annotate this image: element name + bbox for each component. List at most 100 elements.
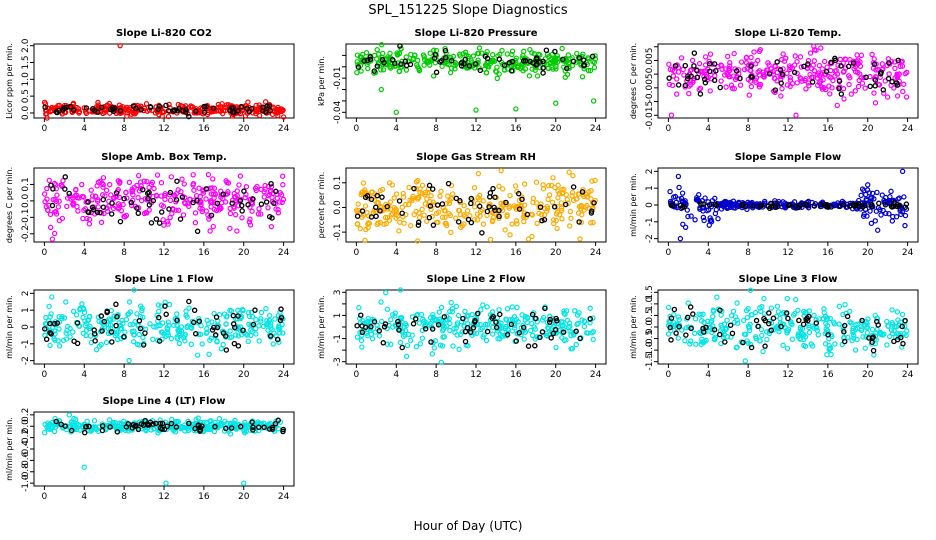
data-point-alt: [671, 306, 678, 313]
data-point-alt: [455, 219, 462, 225]
data-point-alt: [258, 201, 265, 207]
x-tick-label: 0: [42, 370, 48, 380]
data-point: [816, 62, 823, 69]
data-point-alt: [99, 427, 106, 434]
y-tick-label: 0.0: [21, 106, 31, 121]
data-point-alt: [156, 103, 163, 110]
data-point: [447, 212, 454, 219]
data-point: [150, 336, 156, 343]
data-point: [396, 50, 403, 57]
data-point-alt: [501, 62, 508, 69]
data-point: [439, 63, 445, 70]
data-point-alt: [355, 64, 362, 70]
data-point-alt: [668, 337, 674, 343]
data-point: [403, 353, 410, 360]
data-point: [275, 206, 281, 213]
data-point: [792, 53, 798, 59]
data-point: [49, 320, 55, 327]
data-point-alt: [190, 319, 197, 326]
data-point: [393, 208, 399, 215]
data-point-alt: [691, 63, 697, 69]
data-point-alt: [240, 327, 246, 334]
data-point-alt: [687, 304, 694, 310]
data-point-alt: [477, 67, 484, 74]
data-point: [854, 60, 860, 67]
outlier-point: [126, 357, 132, 364]
data-point: [496, 183, 502, 189]
data-point: [438, 304, 445, 311]
data-point-alt: [667, 324, 673, 331]
y-tick-label: -1: [21, 339, 31, 348]
data-point: [126, 299, 133, 305]
data-point-alt: [770, 315, 777, 321]
data-point: [82, 206, 89, 212]
data-point: [168, 174, 175, 180]
data-point: [511, 322, 518, 329]
data-point: [414, 238, 421, 244]
data-point: [236, 182, 242, 188]
data-point-alt: [415, 222, 422, 228]
data-point: [363, 50, 370, 56]
data-point: [793, 296, 799, 303]
data-point: [225, 180, 232, 186]
data-point-alt: [422, 326, 429, 332]
data-point: [182, 200, 188, 207]
data-point-alt: [587, 316, 593, 322]
data-point: [580, 51, 586, 57]
data-point: [378, 67, 384, 73]
data-point-alt: [381, 324, 388, 330]
data-point-alt: [570, 58, 577, 65]
data-point: [570, 172, 576, 179]
data-point-alt: [109, 339, 115, 345]
outlier-point: [899, 168, 906, 175]
data-point-alt: [750, 203, 756, 209]
data-point: [826, 346, 833, 352]
data-point: [254, 183, 260, 190]
data-point: [686, 90, 692, 97]
data-point: [138, 197, 145, 204]
data-point: [808, 341, 815, 347]
data-point: [79, 193, 85, 200]
data-point: [712, 334, 719, 340]
data-point: [665, 331, 672, 337]
data-point: [122, 427, 129, 434]
data-point: [383, 289, 389, 296]
data-point: [889, 218, 896, 224]
data-point-alt: [484, 328, 491, 335]
data-point: [530, 195, 537, 202]
data-point: [590, 219, 596, 226]
data-point-alt: [668, 202, 674, 208]
data-point-alt: [681, 204, 688, 210]
data-point: [386, 217, 393, 223]
data-point: [811, 43, 817, 49]
data-point-alt: [415, 219, 422, 226]
data-point-alt: [492, 207, 498, 214]
data-point: [831, 321, 838, 327]
data-point: [198, 323, 204, 329]
data-point: [155, 322, 161, 329]
data-point-alt: [108, 211, 115, 217]
data-point-alt: [891, 338, 897, 345]
data-point: [756, 81, 762, 88]
y-tick-label: 1.5: [645, 285, 655, 299]
data-point: [688, 213, 694, 219]
data-point: [872, 218, 878, 224]
data-point-alt: [896, 203, 902, 209]
y-tick-label: -0.005: [645, 73, 655, 102]
data-point: [794, 80, 800, 86]
data-point-alt: [54, 320, 61, 326]
data-point: [160, 203, 167, 210]
x-tick-label: 12: [158, 248, 169, 258]
data-point: [195, 109, 202, 115]
data-point-alt: [690, 311, 696, 317]
x-tick-label: 4: [81, 370, 87, 380]
outlier-point: [865, 182, 871, 188]
data-point-alt: [278, 306, 284, 312]
data-point: [460, 51, 466, 57]
data-point: [871, 196, 877, 202]
data-point: [83, 110, 90, 117]
data-point: [71, 420, 77, 426]
data-point-alt: [470, 325, 477, 331]
data-point: [115, 329, 121, 335]
data-point: [577, 236, 583, 242]
